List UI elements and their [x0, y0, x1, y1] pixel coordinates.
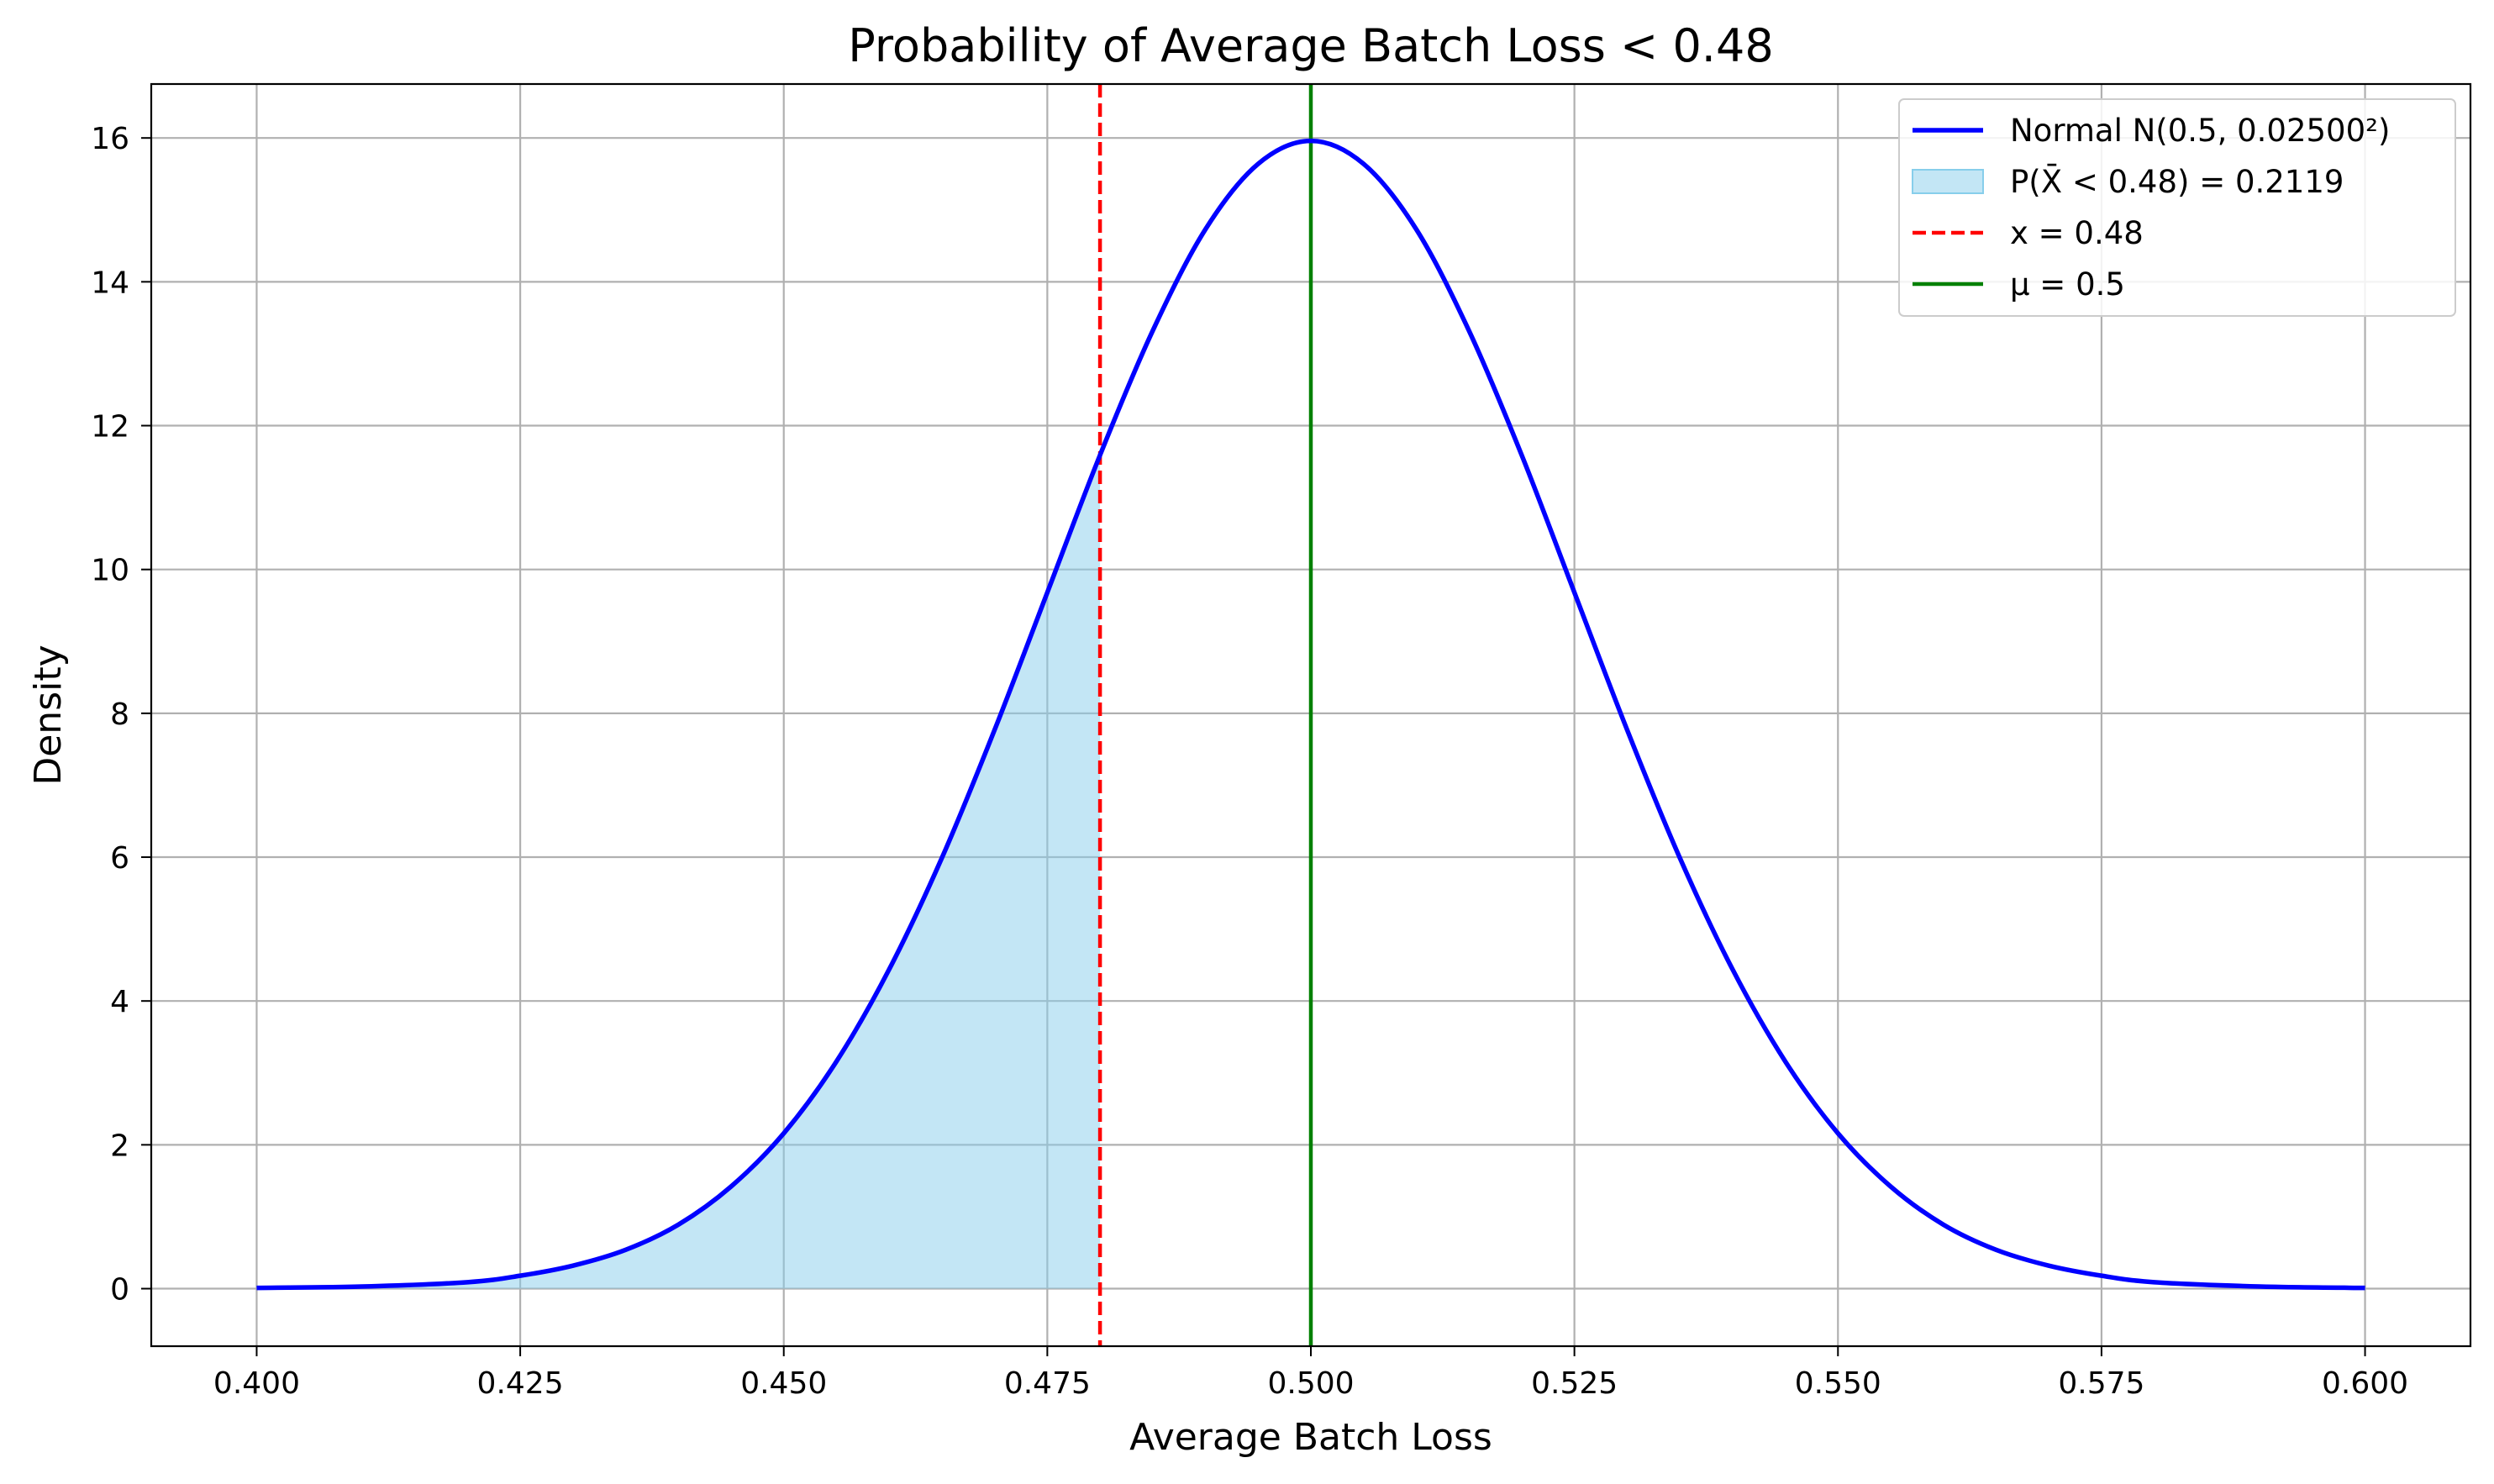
x-tick-label: 0.550	[1795, 1366, 1881, 1401]
line-layer	[256, 138, 2365, 1291]
legend-box	[1898, 98, 2456, 317]
y-axis-ticks: 0 2 4 6 8 10 12 14 16	[91, 122, 151, 1308]
y-tick-label: 0	[110, 1273, 129, 1308]
area-layer	[256, 455, 1101, 1289]
y-tick-label: 4	[110, 985, 129, 1019]
chart-title: Probability of Average Batch Loss < 0.48	[848, 19, 1773, 72]
x-tick-label: 0.450	[740, 1366, 827, 1401]
legend: Normal N(0.5, 0.02500²) P(X̄ < 0.48) = 0.…	[1898, 98, 2456, 317]
legend-label: P(X̄ < 0.48) = 0.2119	[2010, 163, 2344, 200]
y-tick-label: 14	[91, 266, 129, 300]
normal-pdf-curve	[256, 138, 2365, 1291]
y-axis-label: Density	[27, 645, 70, 785]
legend-swatch-area	[1912, 169, 1984, 194]
y-tick-label: 16	[91, 122, 129, 156]
y-tick-label: 8	[110, 697, 129, 732]
legend-label: μ = 0.5	[2010, 266, 2125, 303]
y-tick-label: 2	[110, 1129, 129, 1163]
legend-entries: Normal N(0.5, 0.02500²) P(X̄ < 0.48) = 0.…	[1912, 113, 2390, 303]
legend-label: Normal N(0.5, 0.02500²)	[2010, 113, 2390, 149]
x-tick-label: 0.425	[477, 1366, 564, 1401]
y-tick-label: 6	[110, 841, 129, 876]
x-tick-label: 0.575	[2058, 1366, 2144, 1401]
shaded-probability-area	[256, 455, 1101, 1289]
x-axis-label: Average Batch Loss	[1129, 1416, 1492, 1459]
x-tick-label: 0.400	[213, 1366, 300, 1401]
x-axis-ticks: 0.400 0.425 0.450 0.475 0.500 0.525 0.550 0.575…	[213, 1346, 2408, 1401]
y-tick-label: 12	[91, 410, 129, 445]
y-tick-label: 10	[91, 554, 129, 588]
x-tick-label: 0.600	[2322, 1366, 2408, 1401]
x-tick-label: 0.525	[1531, 1366, 1618, 1401]
legend-label: x = 0.48	[2010, 215, 2144, 251]
vline-layer	[1097, 84, 1313, 1346]
x-tick-label: 0.500	[1267, 1366, 1354, 1401]
x-tick-label: 0.475	[1004, 1366, 1091, 1401]
